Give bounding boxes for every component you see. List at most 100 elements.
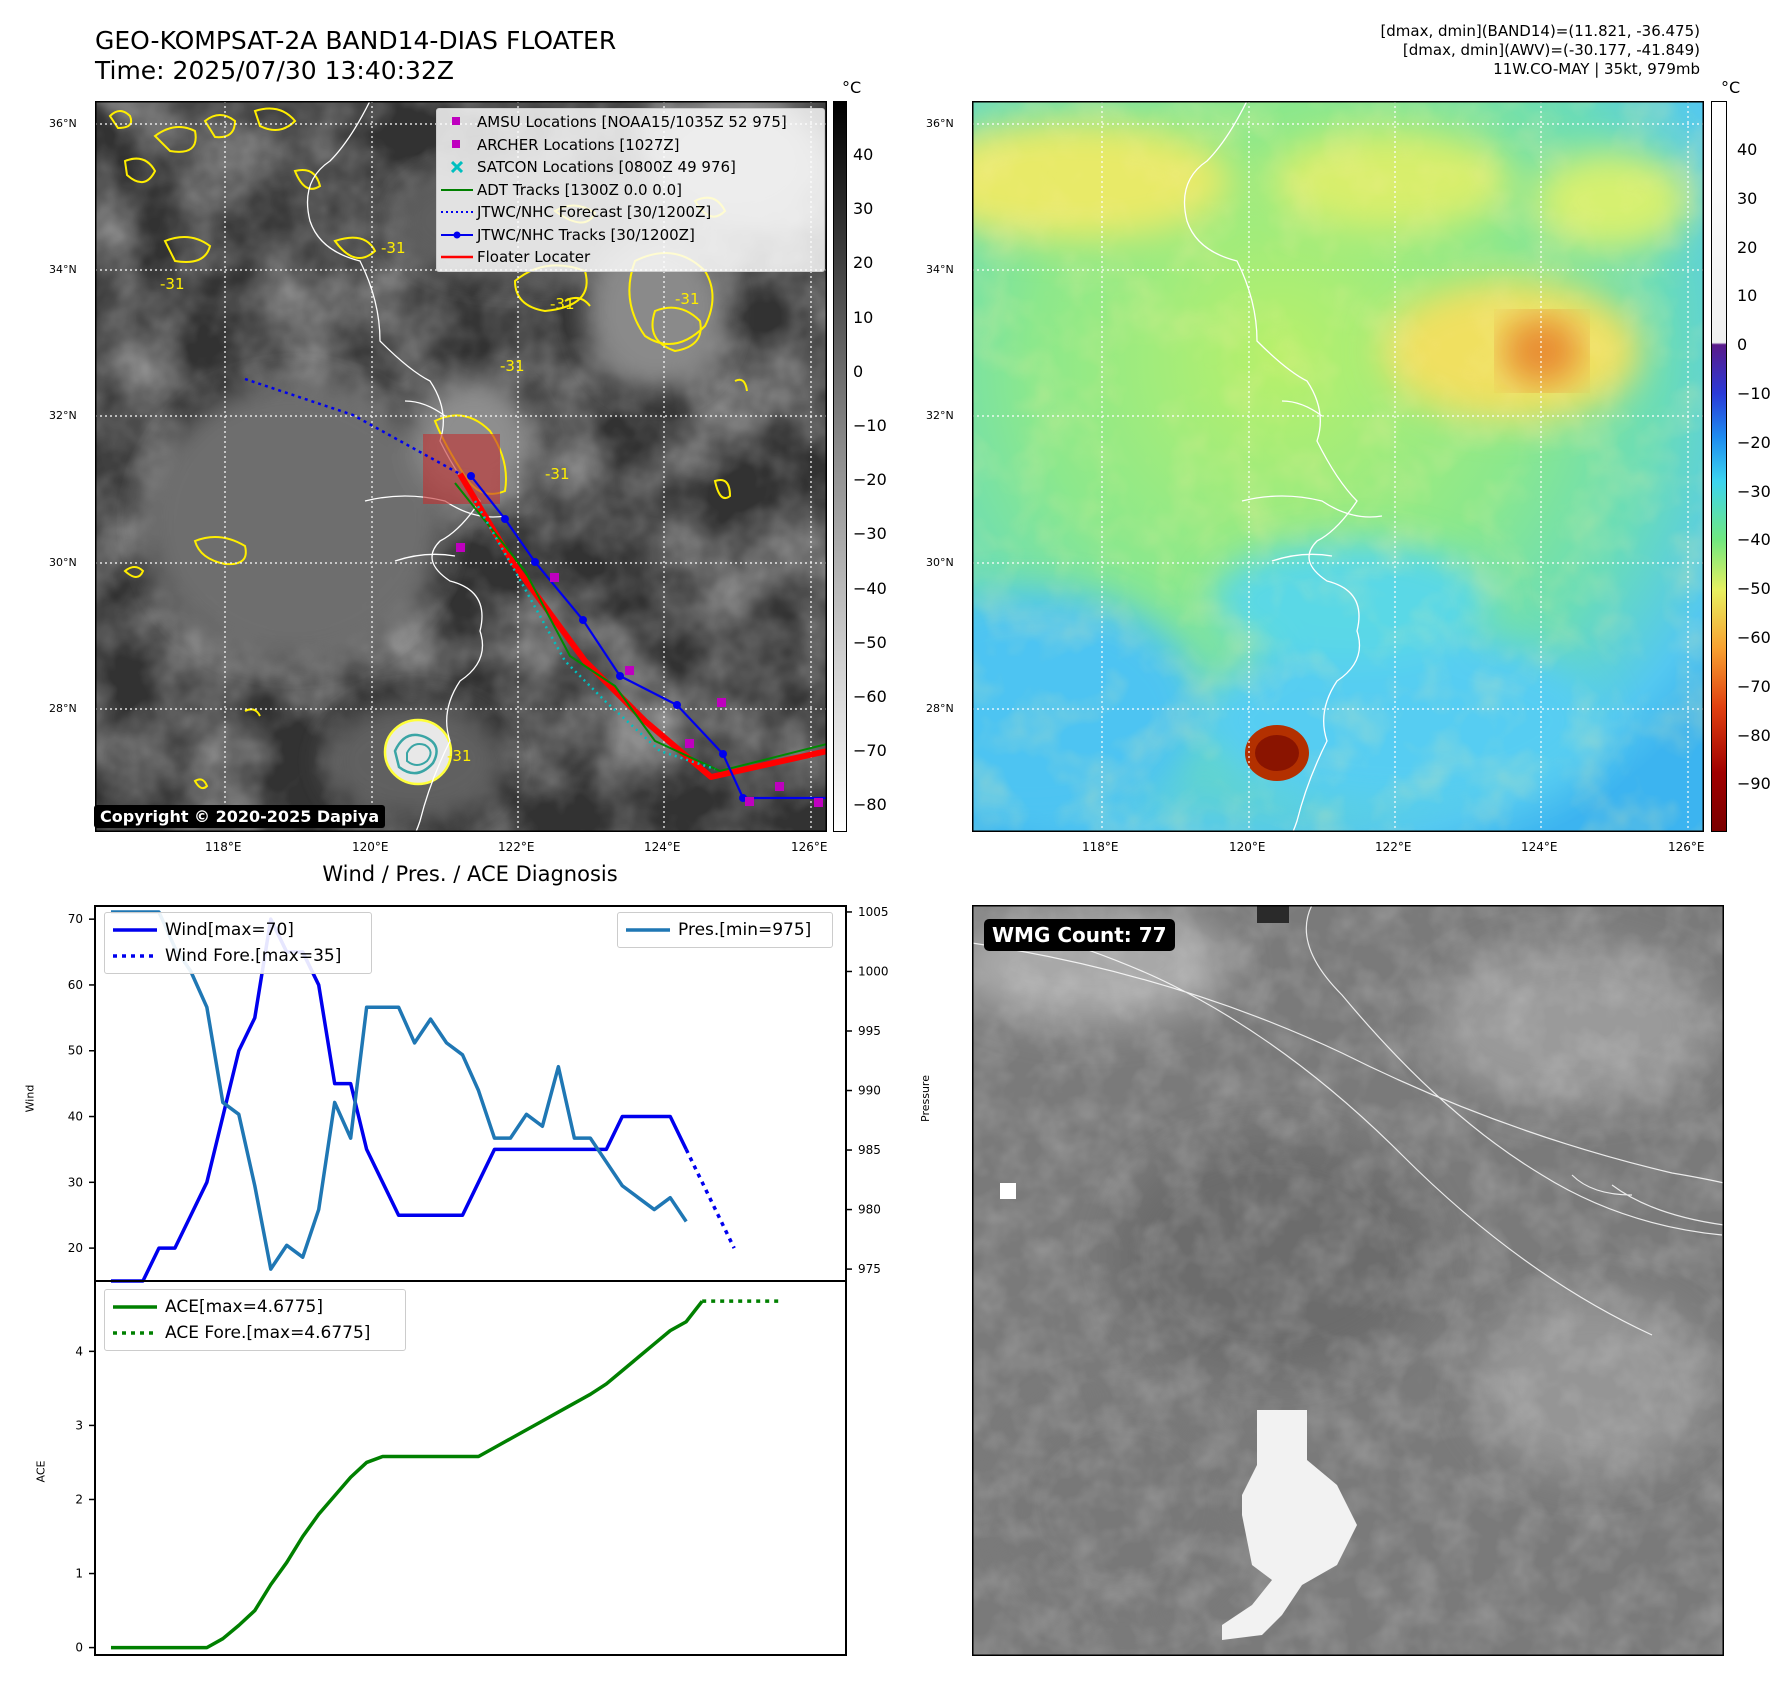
contour-label: -31 (675, 290, 700, 308)
legend-ace-forecast: ACE Fore.[max=4.6775] (105, 1320, 405, 1346)
dotted-line-icon (105, 953, 165, 959)
legend-satcon: SATCON Locations [0800Z 49 976] (437, 156, 822, 179)
legend-archer: ARCHER Locations [1027Z] (437, 134, 822, 157)
colorbar-tick-label: 30 (853, 199, 874, 219)
colorbar-tick-label: −90 (1737, 774, 1771, 794)
contour-label: -31 (500, 357, 525, 375)
colorbar-tick-label: −10 (853, 416, 887, 435)
pressure-axis-label: Pressure (918, 1075, 932, 1122)
contour-label: -31 (160, 275, 185, 293)
contour-label: -31 (447, 747, 472, 765)
legend-label: ADT Tracks [1300Z 0.0 0.0] (477, 180, 682, 199)
contour-label: -31 (550, 295, 575, 313)
wind-tick-label: 30 (68, 1175, 83, 1189)
line-icon (105, 1304, 165, 1310)
awv-map-panel (972, 101, 1704, 832)
wind-forecast-line (684, 1148, 736, 1249)
ace-tick-label: 4 (75, 1344, 83, 1358)
contour-label: -31 (545, 465, 570, 483)
legend-floater: Floater Locater (437, 246, 822, 269)
line-icon (105, 927, 165, 933)
colorbar-tick-label: 10 (1737, 286, 1758, 306)
colorbar-tick-label: 0 (853, 361, 864, 381)
pressure-tick-label: 1005 (858, 905, 889, 919)
adt-track (454, 482, 827, 773)
legend-label: ACE[max=4.6775] (165, 1297, 323, 1317)
awv-colorbar-unit: °C (1721, 78, 1741, 97)
lon-tick-label: 122°E (1375, 840, 1412, 854)
lon-tick-label: 126°E (1668, 840, 1705, 854)
pressure-tick-label: 1000 (858, 964, 889, 978)
lon-tick-label: 120°E (1229, 840, 1266, 854)
colorbar-tick-label: −80 (1737, 725, 1771, 745)
lon-tick-label: 124°E (1521, 840, 1558, 854)
pressure-tick-label: 985 (858, 1143, 881, 1157)
colorbar-tick-label: −70 (1737, 676, 1771, 696)
lon-tick-label: 122°E (498, 840, 535, 854)
legend-label: AMSU Locations [NOAA15/1035Z 52 975] (477, 113, 787, 132)
line-dot-icon (437, 231, 477, 239)
lat-tick-label: 32°N (49, 409, 77, 422)
colorbar-tick-label: −40 (1737, 530, 1771, 550)
diagnosis-title: Wind / Pres. / ACE Diagnosis (322, 862, 618, 886)
pressure-tick-label: 995 (858, 1024, 881, 1038)
ace-tick-label: 2 (75, 1492, 83, 1506)
legend-jtwc: JTWC/NHC Tracks [30/1200Z] (437, 224, 822, 247)
legend-forecast: JTWC/NHC Forecast [30/1200Z] (437, 201, 822, 224)
wind-axis-label: Wind (23, 1084, 37, 1113)
colorbar-tick-label: −60 (1737, 628, 1771, 647)
legend-wind-forecast: Wind Fore.[max=35] (105, 943, 371, 969)
lat-tick-label: 30°N (49, 556, 77, 569)
colorbar-tick-label: −20 (853, 470, 887, 490)
lon-tick-label: 126°E (791, 840, 828, 854)
colorbar-tick-label: −80 (853, 795, 887, 815)
lat-tick-label: 34°N (49, 263, 77, 276)
colorbar-tick-label: 20 (853, 253, 874, 273)
legend-label: ARCHER Locations [1027Z] (477, 135, 680, 154)
legend-label: Pres.[min=975] (678, 920, 812, 940)
colorbar-tick-label: 30 (1737, 188, 1758, 208)
line-icon (618, 927, 678, 933)
copyright-badge: Copyright © 2020-2025 Dapiya (94, 805, 386, 828)
ace-axis-label: ACE (34, 1460, 48, 1483)
wind-tick-label: 60 (68, 978, 83, 992)
wmg-panel (972, 905, 1724, 1656)
awv-range: [dmax, dmin](AWV)=(-30.177, -41.849) (1402, 41, 1700, 59)
archer-points (456, 543, 823, 807)
chart-time: Time: 2025/07/30 13:40:32Z (95, 56, 454, 85)
wmg-map (972, 905, 1724, 1656)
awv-map (972, 101, 1704, 832)
awv-colorbar (1711, 101, 1727, 832)
ace-tick-label: 1 (75, 1567, 83, 1581)
ace-legend: ACE[max=4.6775] ACE Fore.[max=4.6775] (104, 1289, 406, 1351)
lat-tick-label: 34°N (926, 263, 954, 276)
legend-label: Wind[max=70] (165, 920, 294, 940)
wmg-count-badge: WMG Count: 77 (984, 919, 1175, 951)
wind-tick-label: 50 (68, 1044, 83, 1058)
legend-label: ACE Fore.[max=4.6775] (165, 1323, 371, 1343)
colorbar-tick-label: −30 (853, 524, 887, 544)
pressure-tick-label: 990 (858, 1084, 881, 1098)
pressure-tick-label: 975 (858, 1262, 881, 1276)
pressure-tick-label: 980 (858, 1203, 881, 1217)
lat-tick-label: 28°N (49, 702, 77, 715)
band14-range: [dmax, dmin](BAND14)=(11.821, -36.475) (1380, 22, 1700, 40)
colorbar-tick-label: −40 (853, 578, 887, 598)
colorbar-tick-label: −10 (1737, 384, 1771, 403)
wind-tick-label: 70 (68, 912, 83, 926)
lon-tick-label: 120°E (352, 840, 389, 854)
satcon-track (473, 500, 716, 771)
dotted-line-icon (105, 1330, 165, 1336)
lon-tick-label: 118°E (205, 840, 242, 854)
legend-label: JTWC/NHC Tracks [30/1200Z] (477, 225, 695, 244)
legend-label: JTWC/NHC Forecast [30/1200Z] (477, 203, 712, 222)
lon-tick-label: 118°E (1082, 840, 1119, 854)
coastline (1183, 101, 1361, 832)
lon-tick-label: 124°E (644, 840, 681, 854)
lat-tick-label: 28°N (926, 702, 954, 715)
lat-tick-label: 32°N (926, 409, 954, 422)
stats-block: [dmax, dmin](BAND14)=(11.821, -36.475) [… (1380, 22, 1700, 79)
line-icon (437, 254, 477, 260)
lat-tick-label: 36°N (49, 117, 77, 130)
ir-colorbar-unit: °C (842, 78, 862, 97)
